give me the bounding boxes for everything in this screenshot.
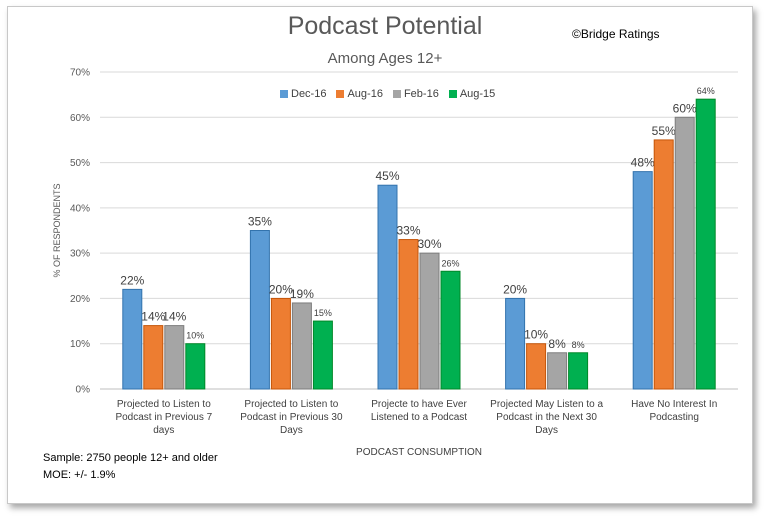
bar [270,297,291,390]
x-category-label: Podcast in the Next 30 [496,412,597,423]
bar [653,139,674,390]
chart-subtitle: Among Ages 12+ [327,50,443,67]
bar [377,184,398,390]
bar [505,297,526,390]
bar [164,325,185,390]
data-label: 45% [375,169,399,183]
chart-title: Podcast Potential [287,12,483,40]
x-category-label: Days [280,425,303,436]
data-label: 55% [652,124,676,138]
bar [312,320,333,390]
bar [568,352,589,390]
data-label: 14% [141,310,165,324]
x-category-label: Listened to a Podcast [371,412,467,423]
data-label: 30% [417,237,441,251]
data-label: 26% [441,258,459,268]
x-category-label: Podcast in Previous 30 [240,412,343,423]
bar [547,352,568,390]
y-tick-label: 40% [70,203,90,214]
sample-note: Sample: 2750 people 12+ and older [43,452,218,464]
data-label: 22% [120,273,144,287]
bar [185,343,206,390]
data-label: 10% [524,328,548,342]
legend-item-aug-16: Aug-16 [336,88,383,100]
data-label: 35% [248,215,272,229]
legend-swatch [280,90,288,98]
y-tick-label: 30% [70,249,90,260]
data-label: 20% [269,282,293,296]
legend-item-aug-15: Aug-15 [448,88,496,100]
data-label: 64% [697,86,715,96]
y-tick-label: 10% [70,339,90,350]
copyright-notice: ©Bridge Ratings [572,27,660,41]
data-label: 8% [572,340,585,350]
bar [122,288,143,390]
bar [674,116,695,390]
moe-note: MOE: +/- 1.9% [43,469,116,481]
x-category-label: Projected to Listen to [117,399,211,410]
data-label: 14% [162,310,186,324]
data-label: 60% [673,101,697,115]
x-category-label: Have No Interest In [631,399,717,410]
bar [632,171,653,390]
legend-label: Feb-16 [403,88,439,100]
bar [291,302,312,390]
bar [526,343,547,390]
x-category-label: Days [535,425,558,436]
x-category-label: Projecte to have Ever [371,399,467,410]
x-category-label: days [153,425,174,436]
y-tick-label: 0% [76,385,91,396]
bar [695,98,716,390]
x-category-label: Projected to Listen to [244,399,338,410]
legend-item-feb-16: Feb-16 [392,88,439,100]
x-category-label: Podcasting [649,412,698,423]
y-tick-label: 50% [70,158,90,169]
data-label: 10% [186,331,204,341]
bar [398,239,419,390]
legend-label: Aug-15 [459,88,496,100]
bar [249,230,270,390]
x-category-label: Podcast in Previous 7 [115,412,212,423]
data-label: 8% [548,337,566,351]
data-label: 19% [290,287,314,301]
data-label: 15% [314,308,332,318]
legend-label: Dec-16 [291,88,327,100]
legend-label: Aug-16 [347,88,383,100]
x-axis-title: PODCAST CONSUMPTION [356,447,482,458]
legend-swatch [448,90,457,98]
y-axis-title: % OF RESPONDENTS [52,183,62,277]
x-category-label: Projected May Listen to a [490,399,603,410]
y-tick-label: 70% [70,68,90,79]
data-label: 20% [503,282,527,296]
data-label: 48% [631,156,655,170]
chart-legend: Dec-16 Aug-16 Feb-16 Aug-15 [280,86,495,102]
y-tick-label: 20% [70,294,90,305]
legend-swatch [392,90,401,98]
legend-swatch [336,90,345,98]
bar [419,252,440,390]
legend-item-dec-16: Dec-16 [280,88,326,100]
bar [440,270,461,390]
bar [143,325,164,390]
y-tick-label: 60% [70,113,90,124]
data-label: 33% [396,224,420,238]
